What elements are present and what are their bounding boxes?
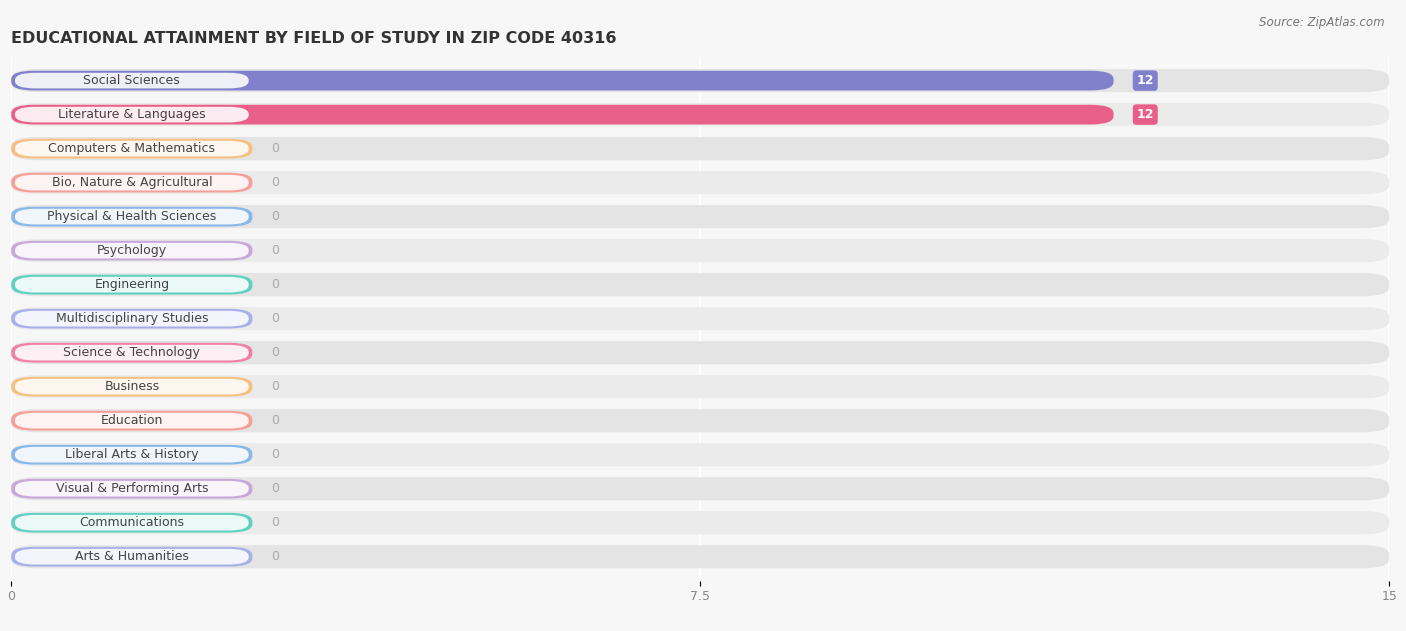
FancyBboxPatch shape — [15, 209, 249, 225]
FancyBboxPatch shape — [11, 409, 1389, 432]
FancyBboxPatch shape — [15, 107, 249, 122]
FancyBboxPatch shape — [15, 549, 249, 565]
FancyBboxPatch shape — [11, 479, 253, 498]
FancyBboxPatch shape — [11, 341, 1389, 364]
Text: Business: Business — [104, 380, 159, 393]
Text: Literature & Languages: Literature & Languages — [58, 108, 205, 121]
FancyBboxPatch shape — [15, 73, 249, 88]
Text: 0: 0 — [271, 448, 278, 461]
FancyBboxPatch shape — [15, 379, 249, 394]
FancyBboxPatch shape — [15, 481, 249, 497]
FancyBboxPatch shape — [11, 205, 1389, 228]
FancyBboxPatch shape — [15, 243, 249, 259]
FancyBboxPatch shape — [15, 311, 249, 326]
FancyBboxPatch shape — [11, 445, 253, 464]
Text: EDUCATIONAL ATTAINMENT BY FIELD OF STUDY IN ZIP CODE 40316: EDUCATIONAL ATTAINMENT BY FIELD OF STUDY… — [11, 31, 617, 46]
FancyBboxPatch shape — [11, 71, 1114, 90]
FancyBboxPatch shape — [11, 69, 1389, 92]
Text: Arts & Humanities: Arts & Humanities — [75, 550, 188, 563]
FancyBboxPatch shape — [11, 207, 253, 227]
Text: 0: 0 — [271, 312, 278, 325]
Text: Social Sciences: Social Sciences — [83, 74, 180, 87]
Text: 0: 0 — [271, 550, 278, 563]
Text: Science & Technology: Science & Technology — [63, 346, 200, 359]
FancyBboxPatch shape — [15, 345, 249, 360]
Text: 0: 0 — [271, 210, 278, 223]
Text: 0: 0 — [271, 278, 278, 291]
Text: Source: ZipAtlas.com: Source: ZipAtlas.com — [1260, 16, 1385, 29]
Text: 0: 0 — [271, 346, 278, 359]
FancyBboxPatch shape — [11, 239, 1389, 262]
FancyBboxPatch shape — [11, 139, 253, 158]
FancyBboxPatch shape — [11, 513, 253, 533]
Text: Multidisciplinary Studies: Multidisciplinary Studies — [56, 312, 208, 325]
FancyBboxPatch shape — [15, 413, 249, 428]
FancyBboxPatch shape — [15, 141, 249, 156]
Text: 0: 0 — [271, 176, 278, 189]
Text: 0: 0 — [271, 142, 278, 155]
FancyBboxPatch shape — [11, 375, 1389, 398]
FancyBboxPatch shape — [11, 547, 253, 567]
Text: Bio, Nature & Agricultural: Bio, Nature & Agricultural — [52, 176, 212, 189]
FancyBboxPatch shape — [11, 105, 1114, 124]
FancyBboxPatch shape — [11, 511, 1389, 534]
FancyBboxPatch shape — [11, 443, 1389, 466]
Text: 12: 12 — [1136, 108, 1154, 121]
FancyBboxPatch shape — [11, 173, 253, 192]
FancyBboxPatch shape — [15, 277, 249, 293]
Text: 0: 0 — [271, 482, 278, 495]
Text: Computers & Mathematics: Computers & Mathematics — [48, 142, 215, 155]
Text: Engineering: Engineering — [94, 278, 169, 291]
FancyBboxPatch shape — [15, 447, 249, 463]
FancyBboxPatch shape — [11, 103, 1389, 126]
Text: 0: 0 — [271, 380, 278, 393]
FancyBboxPatch shape — [11, 309, 253, 329]
Text: Liberal Arts & History: Liberal Arts & History — [65, 448, 198, 461]
FancyBboxPatch shape — [11, 273, 1389, 296]
FancyBboxPatch shape — [11, 274, 253, 295]
Text: Physical & Health Sciences: Physical & Health Sciences — [48, 210, 217, 223]
FancyBboxPatch shape — [11, 477, 1389, 500]
Text: 0: 0 — [271, 414, 278, 427]
Text: Communications: Communications — [79, 516, 184, 529]
FancyBboxPatch shape — [11, 241, 253, 261]
FancyBboxPatch shape — [11, 307, 1389, 330]
Text: Education: Education — [101, 414, 163, 427]
Text: Visual & Performing Arts: Visual & Performing Arts — [56, 482, 208, 495]
FancyBboxPatch shape — [11, 377, 253, 396]
Text: 0: 0 — [271, 516, 278, 529]
FancyBboxPatch shape — [11, 545, 1389, 569]
FancyBboxPatch shape — [11, 171, 1389, 194]
Text: 0: 0 — [271, 244, 278, 257]
FancyBboxPatch shape — [11, 343, 253, 363]
Text: 12: 12 — [1136, 74, 1154, 87]
FancyBboxPatch shape — [11, 137, 1389, 160]
FancyBboxPatch shape — [15, 175, 249, 191]
FancyBboxPatch shape — [11, 411, 253, 430]
FancyBboxPatch shape — [15, 515, 249, 531]
Text: Psychology: Psychology — [97, 244, 167, 257]
